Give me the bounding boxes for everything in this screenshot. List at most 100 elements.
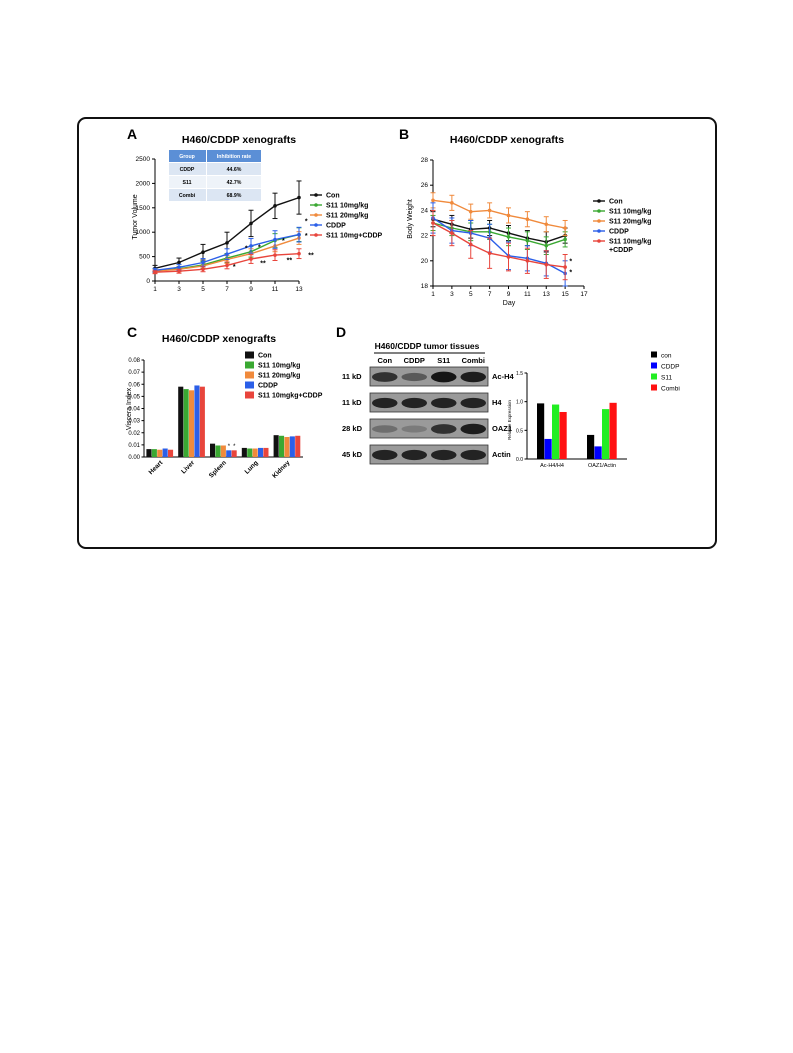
legend-swatch: [245, 371, 254, 379]
data-point: [468, 242, 473, 247]
data-point: [544, 262, 549, 267]
legend-label: S11 10mg/kg: [609, 209, 651, 216]
blot-lane-label: CDDP: [404, 356, 425, 365]
significance-mark: *: [305, 233, 308, 240]
plot-area-d: 0.0 0.5 1.0 1.5 Ac-H4/H4 OAZ1/Actin con CDDP S11…: [516, 351, 680, 469]
bar: [247, 448, 253, 457]
table-cell: [169, 176, 206, 188]
y-tick-label: 0.07: [128, 370, 140, 376]
y-tick-label: 0.05: [128, 394, 140, 400]
blot-kd-label: 11 kD: [342, 398, 362, 407]
western-blot: Con CDDP S11 Combi 11 kD Ac-H4 11 kD H4 28 kD OAZ…: [342, 356, 515, 465]
legend-swatch: [651, 373, 657, 380]
y-tick-label: 24: [421, 207, 429, 214]
legend-label: CDDP: [326, 223, 346, 230]
data-point: [525, 259, 530, 263]
y-axis-label-a: Tumor Volume: [132, 194, 139, 239]
legend-label: CDDP: [258, 383, 278, 390]
x-tick-label: 11: [524, 291, 531, 298]
bar: [289, 436, 295, 457]
table-header-rate: Inhibition rate: [217, 154, 251, 160]
blot-kd-label: 45 kD: [342, 450, 363, 459]
blot-band: [401, 372, 427, 382]
table-row-rate: 44.6%: [227, 167, 242, 173]
x-tick-label: 13: [543, 291, 551, 298]
legend-marker: [314, 213, 318, 217]
significance-mark: **: [260, 260, 266, 267]
panel-label-d: D: [336, 324, 346, 340]
bar: [210, 443, 216, 457]
blot-band: [431, 449, 457, 461]
y-tick-label: 0.03: [128, 419, 140, 425]
significance-mark: *: [233, 264, 236, 271]
significance-mark: *: [228, 444, 231, 450]
y-tick-label: 0.06: [128, 382, 140, 388]
table-cell: [207, 189, 261, 201]
legend-label: CDDP: [661, 364, 679, 371]
x-tick-label: 7: [488, 291, 492, 298]
x-category-label: Lung: [244, 459, 260, 475]
chart-title-c: H460/CDDP xenografts: [162, 333, 276, 345]
data-point: [431, 198, 435, 203]
series-line: [432, 222, 566, 247]
data-point: [544, 222, 549, 227]
blot-band: [372, 397, 398, 409]
x-tick-label: 3: [450, 291, 454, 298]
blot-band: [460, 423, 486, 435]
blot-title: H460/CDDP tumor tissues: [375, 341, 480, 351]
x-tick-label: 17: [580, 291, 588, 298]
y-tick-label: 20: [421, 258, 429, 265]
x-tick-label: 15: [562, 291, 570, 298]
figure-canvas: A H460/CDDP xenografts Tumor Volume 0 500…: [126, 126, 680, 480]
y-tick-label: 22: [421, 233, 429, 240]
inhibition-table: Group Inhibition rate CDDP 44.6% S11 42.…: [169, 150, 261, 201]
legend-swatch: [651, 351, 657, 358]
legend-label: S11 10mg+CDDP: [326, 233, 383, 240]
legend-marker: [314, 193, 318, 197]
blot-band: [431, 424, 457, 434]
y-tick-label: 18: [421, 283, 429, 290]
blot-band-label: Ac-H4: [492, 372, 515, 381]
data-point: [297, 232, 301, 237]
data-point: [525, 217, 530, 222]
significance-mark: **: [308, 253, 314, 260]
legend-swatch: [651, 362, 657, 369]
bar: [609, 402, 617, 459]
bar: [559, 411, 567, 459]
panel-b: B H460/CDDP xenografts Body Weight Day 1…: [399, 126, 651, 307]
bar: [602, 409, 610, 459]
y-tick-label: 0.01: [128, 443, 140, 449]
panel-label-a: A: [127, 126, 137, 142]
series-line: [432, 199, 566, 229]
blot-band: [372, 449, 398, 461]
data-point: [450, 231, 454, 235]
bar: [178, 386, 184, 457]
panel-a: A H460/CDDP xenografts Tumor Volume 0 500…: [127, 126, 383, 293]
legend-label: S11 20mg/kg: [326, 213, 368, 220]
panel-d: D H460/CDDP tumor tissues Con CDDP S11 Comb…: [336, 324, 680, 469]
legend-label: Combi: [661, 386, 680, 393]
legend-label: Con: [326, 193, 340, 200]
blot-kd-label: 28 kD: [342, 424, 363, 433]
bar: [263, 447, 269, 457]
legend-label: S11 10mg/kg: [258, 363, 300, 370]
blot-band: [431, 397, 457, 409]
legend-marker: [597, 239, 601, 243]
table-cell: [169, 163, 206, 175]
x-tick-label: 1: [153, 286, 157, 293]
y-tick-label: 1500: [136, 205, 151, 212]
data-point: [450, 201, 454, 205]
series-line: [432, 218, 566, 243]
significance-mark: *: [258, 244, 261, 251]
blot-band: [431, 371, 457, 383]
bar: [220, 445, 226, 457]
bar: [231, 450, 237, 457]
data-point: [273, 253, 277, 257]
table-row-group: S11: [183, 180, 192, 186]
panel-c: C H460/CDDP xenografts Viscera Index 0.0…: [126, 324, 323, 480]
x-category-label: Spleen: [208, 459, 228, 479]
data-point: [201, 260, 205, 265]
x-tick-label: 5: [469, 291, 473, 298]
legend-label: CDDP: [609, 229, 629, 236]
